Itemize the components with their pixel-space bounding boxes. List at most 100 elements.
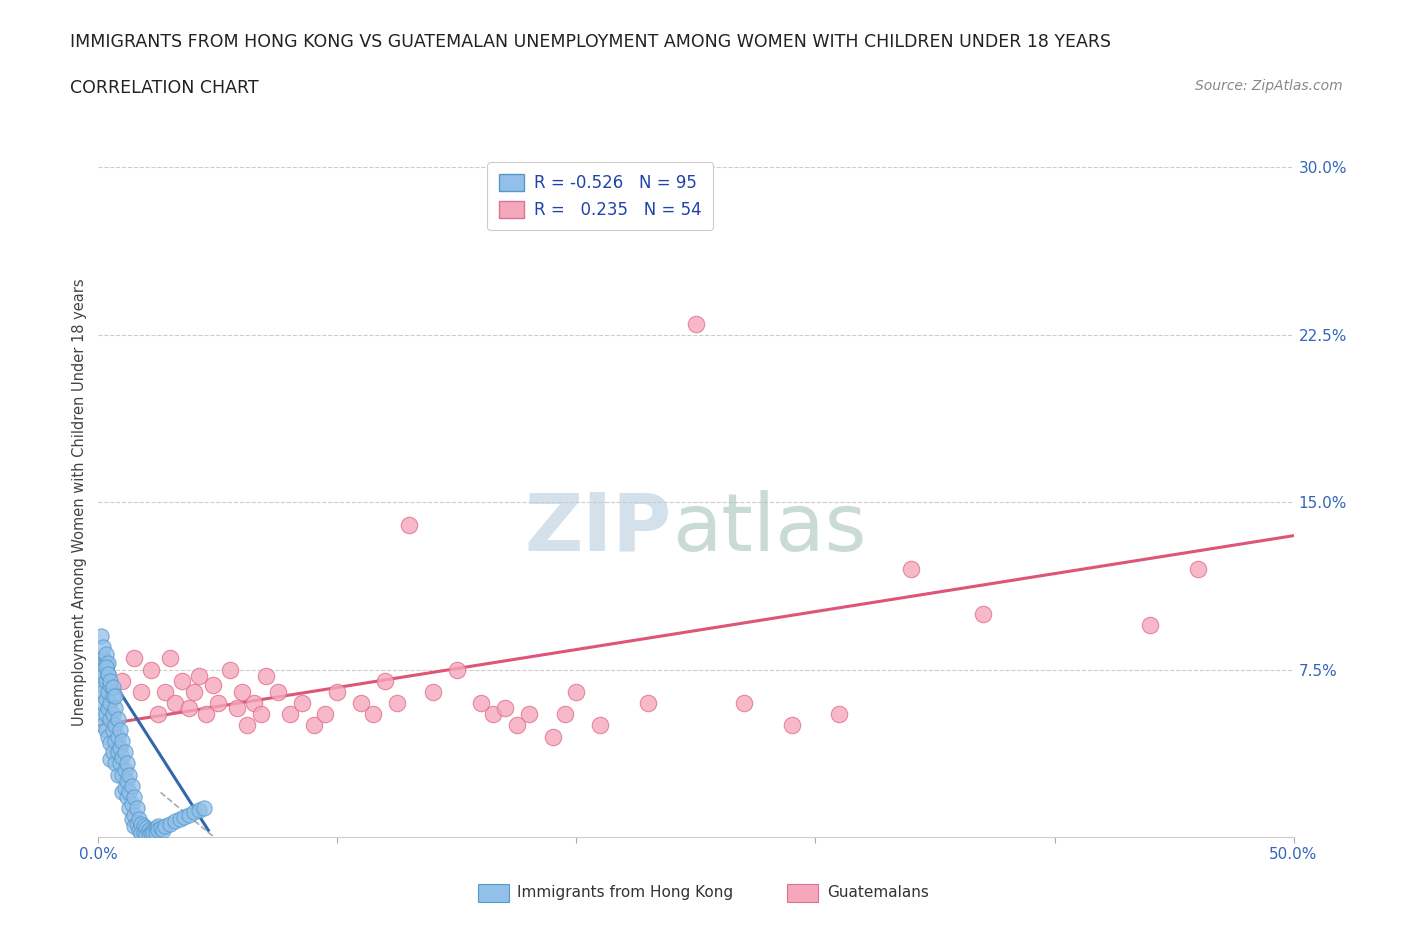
Point — [589, 718, 612, 733]
Point — [111, 673, 134, 688]
Point — [254, 669, 277, 684]
Point — [90, 629, 112, 644]
Point — [422, 684, 444, 699]
Point — [187, 669, 209, 684]
Point — [124, 807, 146, 822]
Point — [118, 785, 141, 800]
Point — [565, 684, 588, 699]
Point — [98, 736, 122, 751]
Point — [97, 684, 120, 699]
Point — [517, 707, 540, 722]
Point — [183, 805, 205, 820]
Point — [91, 640, 114, 655]
Point — [733, 696, 755, 711]
Point — [94, 691, 117, 706]
Point — [101, 745, 124, 760]
Point — [169, 812, 191, 827]
Point — [145, 825, 167, 840]
Point — [231, 684, 253, 699]
Point — [94, 660, 117, 675]
Point — [91, 684, 114, 699]
Text: CORRELATION CHART: CORRELATION CHART — [70, 79, 259, 97]
Point — [139, 662, 162, 677]
Text: ZIP: ZIP — [524, 490, 672, 568]
Point — [125, 801, 148, 816]
Point — [97, 656, 120, 671]
Point — [193, 801, 215, 816]
Point — [637, 696, 659, 711]
Point — [108, 740, 131, 755]
Point — [219, 662, 242, 677]
Point — [91, 696, 114, 711]
Point — [135, 820, 157, 835]
Point — [187, 803, 209, 817]
Point — [101, 689, 124, 704]
Point — [91, 718, 114, 733]
Point — [108, 723, 131, 737]
Point — [114, 780, 136, 795]
Point — [194, 707, 218, 722]
Point — [94, 673, 117, 688]
Point — [148, 818, 170, 833]
Point — [149, 820, 172, 835]
Point — [470, 696, 492, 711]
Point — [326, 684, 349, 699]
Point — [114, 745, 136, 760]
Point — [104, 734, 127, 749]
Text: Guatemalans: Guatemalans — [827, 885, 928, 900]
Point — [494, 700, 516, 715]
Point — [98, 696, 122, 711]
Point — [159, 651, 181, 666]
Point — [97, 667, 120, 682]
Point — [121, 778, 143, 793]
Point — [98, 678, 122, 693]
Point — [98, 673, 122, 688]
Point — [91, 651, 114, 666]
Point — [202, 678, 225, 693]
Point — [107, 729, 129, 744]
Point — [267, 684, 290, 699]
Point — [1187, 562, 1209, 577]
Point — [250, 707, 273, 722]
Point — [243, 696, 266, 711]
Point — [142, 823, 165, 838]
Point — [128, 812, 150, 827]
Point — [97, 729, 120, 744]
Point — [98, 751, 122, 766]
Point — [131, 817, 153, 831]
Point — [124, 651, 146, 666]
Point — [124, 818, 146, 833]
Point — [111, 785, 134, 800]
Point — [235, 718, 257, 733]
Point — [613, 205, 636, 219]
Point — [94, 646, 117, 661]
Point — [145, 820, 167, 835]
Point — [128, 823, 150, 838]
Point — [398, 517, 420, 532]
Point — [124, 790, 146, 804]
Legend: R = -0.526   N = 95, R =   0.235   N = 54: R = -0.526 N = 95, R = 0.235 N = 54 — [488, 163, 713, 231]
Point — [101, 680, 124, 695]
Point — [179, 700, 201, 715]
Point — [685, 316, 707, 331]
Point — [152, 823, 174, 838]
Point — [385, 696, 409, 711]
Point — [97, 700, 120, 715]
Point — [107, 767, 129, 782]
Point — [111, 734, 134, 749]
Bar — [478, 884, 509, 902]
Point — [163, 696, 186, 711]
Point — [91, 669, 114, 684]
Point — [172, 673, 194, 688]
Point — [90, 678, 112, 693]
Point — [104, 718, 127, 733]
Point — [114, 763, 136, 777]
Point — [90, 707, 112, 722]
Point — [159, 817, 181, 831]
Point — [828, 707, 851, 722]
Point — [148, 707, 170, 722]
Point — [98, 711, 122, 726]
Point — [118, 801, 141, 816]
Point — [780, 718, 803, 733]
Point — [132, 818, 155, 833]
